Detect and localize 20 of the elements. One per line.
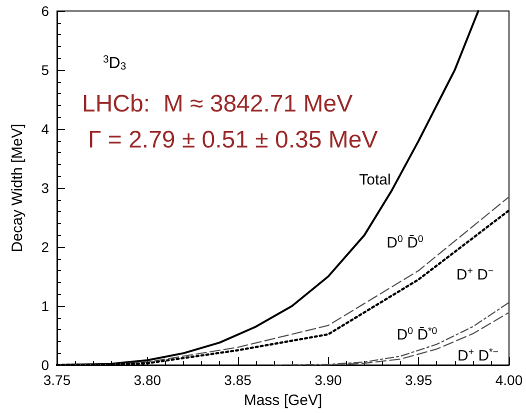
y-tick-label: 3 (41, 180, 50, 196)
y-tick-label: 6 (41, 3, 50, 19)
x-tick-label: 4.00 (495, 372, 523, 388)
x-tick-label: 3.95 (404, 372, 432, 388)
series-label: Total (359, 172, 391, 188)
series-label: D+ D*− (457, 347, 499, 364)
y-axis-title: Decay Width [MeV] (9, 124, 26, 252)
y-tick-label: 4 (41, 121, 50, 137)
x-tick-label: 3.75 (43, 372, 71, 388)
y-tick-label: 0 (41, 357, 50, 373)
y-tick-label: 1 (41, 298, 50, 314)
annotation: LHCb: M ≈ 3842.71 MeV (82, 90, 353, 118)
annotation: Γ = 2.79 ± 0.51 ± 0.35 MeV (88, 126, 378, 154)
series-label: D+ D− (456, 266, 494, 284)
x-axis-title: Mass [GeV] (244, 392, 322, 409)
y-tick-label: 2 (41, 239, 50, 255)
y-tick-label: 5 (41, 62, 50, 78)
x-tick-label: 3.85 (224, 372, 252, 388)
x-tick-label: 3.90 (314, 372, 342, 388)
x-tick-label: 3.80 (134, 372, 162, 388)
